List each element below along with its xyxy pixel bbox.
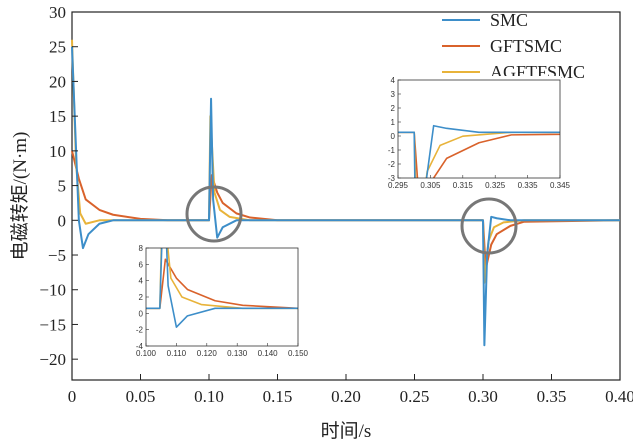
inset-line-smc bbox=[398, 124, 560, 178]
y-tick-label: −10 bbox=[39, 281, 66, 300]
zoom-circle-right bbox=[460, 197, 518, 255]
inset-x-tick-label: 0.130 bbox=[227, 349, 248, 358]
inset-frame bbox=[397, 79, 561, 179]
x-tick-label: 0.40 bbox=[605, 387, 633, 406]
inset-zoom-0p3s: 0.295 0.305 0.315 0.325 0.335 0.345 4 3 2 1 0 -1 -2 -… bbox=[388, 76, 571, 190]
y-tick-label: 15 bbox=[49, 107, 66, 126]
inset-line-gftsmc bbox=[146, 258, 298, 310]
x-tick-label: 0.25 bbox=[400, 387, 430, 406]
main-plot: 0 0.05 0.10 0.15 0.20 0.25 0.30 0.35 0.40 −20 −15… bbox=[9, 3, 633, 442]
inset-x-tick-label: 0.100 bbox=[136, 349, 157, 358]
x-tick-label: 0.30 bbox=[468, 387, 498, 406]
inset-x-tick-label: 0.150 bbox=[288, 349, 309, 358]
inset-x-tick-label: 0.325 bbox=[485, 181, 506, 190]
inset-y-tick-label: 0 bbox=[391, 132, 396, 141]
y-tick-label: 10 bbox=[49, 142, 66, 161]
inset-line-smc bbox=[146, 248, 298, 328]
x-tick-label: 0.05 bbox=[126, 387, 156, 406]
inset-x-tick-label: 0.295 bbox=[388, 181, 409, 190]
x-tick-label: 0.10 bbox=[194, 387, 224, 406]
inset-y-tick-label: 4 bbox=[139, 277, 144, 286]
inset-x-tick-label: 0.110 bbox=[167, 349, 187, 358]
inset-y-tick-label: 2 bbox=[139, 293, 144, 302]
x-tick-label: 0.15 bbox=[263, 387, 293, 406]
y-tick-label: 30 bbox=[49, 3, 66, 22]
legend-label-gftsmc: GFTSMC bbox=[490, 36, 562, 56]
inset-series-layer bbox=[146, 248, 298, 328]
y-tick-label: 20 bbox=[49, 72, 66, 91]
inset-x-tick-label: 0.305 bbox=[420, 181, 441, 190]
inset-line-agftfsmc bbox=[146, 248, 298, 310]
y-axis-title: 电磁转矩/(N·m) bbox=[9, 132, 31, 261]
inset-series-layer bbox=[398, 124, 560, 178]
inset-y-tick-label: -2 bbox=[388, 160, 396, 169]
x-tick-label: 0 bbox=[68, 387, 77, 406]
inset-y-tick-label: 2 bbox=[391, 104, 396, 113]
inset-y-tick-label: -1 bbox=[388, 146, 396, 155]
inset-y-tick-label: 0 bbox=[139, 309, 144, 318]
inset-y-tick-label: -3 bbox=[388, 174, 396, 183]
series-line-smc bbox=[71, 46, 620, 347]
y-tick-label: 25 bbox=[49, 38, 66, 57]
inset-x-tick-label: 0.345 bbox=[550, 181, 571, 190]
inset-y-tick-label: 8 bbox=[139, 244, 144, 253]
inset-x-tick-label: 0.140 bbox=[258, 349, 279, 358]
x-tick-label: 0.20 bbox=[331, 387, 361, 406]
inset-zoom-0p1s: 0.100 0.110 0.120 0.130 0.140 0.150 8 6 4 2 0 -2 -4 bbox=[136, 244, 309, 358]
y-tick-label: −20 bbox=[39, 350, 66, 369]
y-tick-label: 0 bbox=[58, 211, 67, 230]
zoom-circle-left bbox=[185, 185, 243, 243]
x-axis-title: 时间/s bbox=[321, 420, 372, 442]
legend: SMC GFTSMC AGFTFSMC bbox=[442, 10, 585, 82]
inset-y-tick-label: 4 bbox=[391, 76, 396, 85]
legend-label-smc: SMC bbox=[490, 10, 528, 30]
inset-x-tick-label: 0.120 bbox=[197, 349, 218, 358]
inset-y-tick-label: -2 bbox=[136, 326, 144, 335]
y-axis-ticks: −20 −15 −10 −5 0 5 10 15 20 25 30 bbox=[39, 3, 78, 369]
inset-y-tick-label: 3 bbox=[391, 90, 396, 99]
inset-y-tick-label: -4 bbox=[136, 342, 144, 351]
inset-background bbox=[145, 244, 299, 350]
inset-line-gftsmc bbox=[398, 131, 560, 178]
inset-line-agftfsmc bbox=[398, 131, 560, 178]
y-tick-label: −15 bbox=[39, 315, 66, 334]
inset-y-tick-label: 6 bbox=[139, 260, 144, 269]
x-axis-ticks: 0 0.05 0.10 0.15 0.20 0.25 0.30 0.35 0.40 bbox=[68, 374, 633, 406]
inset-background bbox=[397, 76, 561, 182]
inset-x-tick-label: 0.335 bbox=[518, 181, 539, 190]
series-line-agftfsmc bbox=[71, 39, 620, 284]
y-tick-label: 5 bbox=[58, 177, 67, 196]
inset-x-tick-label: 0.315 bbox=[453, 181, 474, 190]
x-tick-label: 0.35 bbox=[537, 387, 567, 406]
y-tick-label: −5 bbox=[48, 246, 66, 265]
series-line-gftsmc bbox=[71, 150, 621, 270]
inset-y-tick-label: 1 bbox=[391, 118, 396, 127]
main-series-layer bbox=[71, 39, 621, 347]
